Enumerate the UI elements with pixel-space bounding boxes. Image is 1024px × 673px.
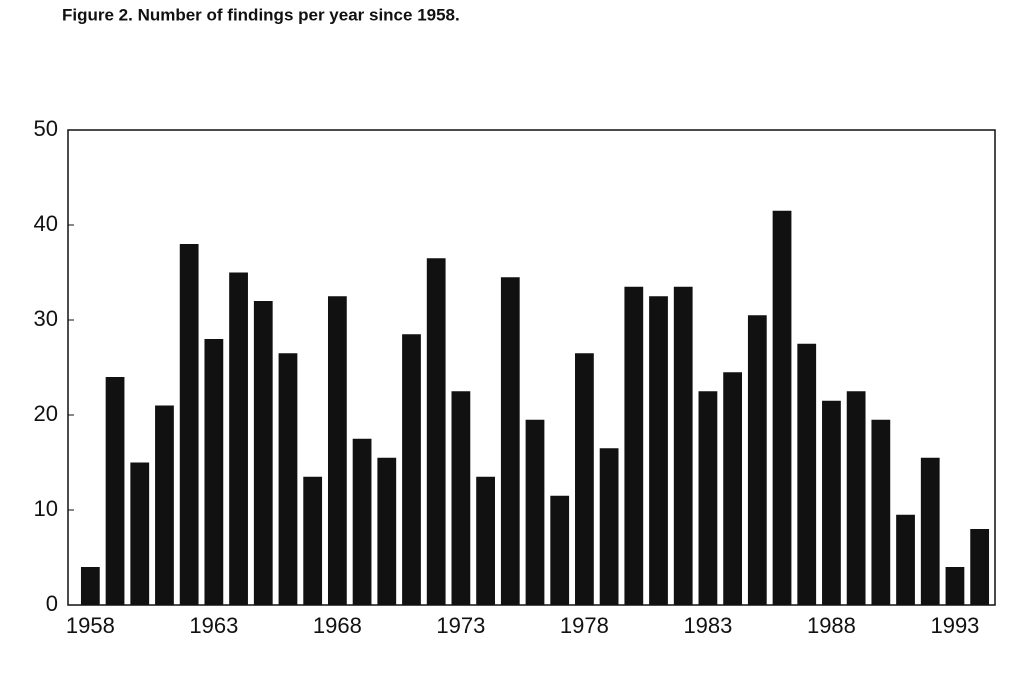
x-tick-label: 1963 [189, 613, 238, 638]
bar [822, 400, 841, 605]
bar [747, 315, 767, 605]
bar [575, 353, 594, 605]
bar [204, 339, 224, 605]
bar [525, 419, 545, 605]
bar [920, 457, 940, 605]
bar [772, 210, 792, 605]
bar [155, 405, 174, 605]
bar [476, 476, 495, 605]
x-tick-label: 1968 [313, 613, 362, 638]
y-tick-label: 50 [34, 116, 58, 141]
bar [327, 296, 347, 605]
bar [402, 334, 421, 605]
x-tick-label: 1973 [436, 613, 485, 638]
y-tick-label: 0 [46, 591, 58, 616]
x-tick-label: 1958 [66, 613, 115, 638]
bar [797, 343, 817, 605]
bar [871, 419, 891, 605]
bar [278, 353, 298, 605]
bar [649, 296, 668, 605]
x-tick-label: 1978 [560, 613, 609, 638]
bar [426, 258, 446, 605]
bar [599, 448, 619, 605]
bar [673, 286, 693, 605]
bar [896, 514, 915, 605]
bar [303, 476, 323, 605]
bar [130, 462, 150, 605]
bar [377, 457, 397, 605]
x-tick-label: 1983 [683, 613, 732, 638]
y-tick-label: 10 [34, 496, 58, 521]
bar [229, 272, 248, 605]
x-tick-label: 1993 [930, 613, 979, 638]
bar [105, 377, 125, 605]
bar [451, 391, 471, 605]
bar [550, 495, 570, 605]
y-tick-label: 30 [34, 306, 58, 331]
bar [945, 567, 965, 605]
bar [80, 567, 100, 605]
bar [970, 529, 990, 605]
bar [352, 438, 372, 605]
bar [624, 286, 644, 605]
bar [698, 391, 718, 605]
bar [723, 372, 743, 605]
bar [846, 391, 866, 605]
bar [253, 301, 273, 605]
chart-title: Figure 2. Number of findings per year si… [62, 5, 460, 24]
x-tick-label: 1988 [807, 613, 856, 638]
y-tick-label: 40 [34, 211, 58, 236]
bar [179, 244, 199, 605]
bar [500, 277, 520, 605]
y-tick-label: 20 [34, 401, 58, 426]
